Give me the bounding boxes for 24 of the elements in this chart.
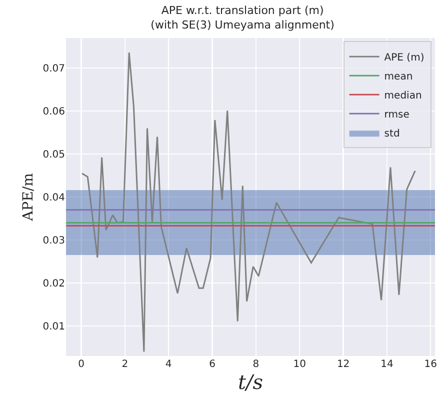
- x-tick-label: 6: [209, 359, 216, 370]
- x-tick-label: 4: [165, 359, 172, 370]
- x-tick-label: 8: [252, 359, 260, 370]
- x-tick-label: 0: [78, 359, 84, 370]
- x-tick-label: 10: [293, 359, 306, 370]
- y-tick-label: 0.03: [42, 235, 65, 246]
- legend-label: median: [384, 90, 422, 102]
- chart-title: APE w.r.t. translation part (m) (with SE(3) Umeyama alignment): [150, 4, 334, 32]
- x-tick-label: 16: [424, 359, 437, 370]
- legend-label: mean: [384, 72, 413, 83]
- y-tick-label: 0.02: [42, 278, 65, 290]
- y-tick-label: 0.07: [42, 64, 65, 75]
- y-tick-label: 0.05: [42, 150, 65, 161]
- x-axis-title: t/s: [238, 370, 264, 394]
- y-tick-label: 0.01: [42, 321, 65, 332]
- y-axis-title: APE/m: [20, 173, 36, 222]
- y-tick-label: 0.06: [42, 106, 65, 118]
- legend-label: std: [384, 128, 400, 140]
- x-tick-label: 2: [122, 359, 128, 370]
- legend-label: APE (m): [384, 52, 424, 64]
- legend-label: rmse: [384, 110, 410, 121]
- x-tick-label: 12: [336, 359, 350, 370]
- x-tick-label: 14: [380, 359, 394, 370]
- y-tick-label: 0.04: [42, 192, 65, 204]
